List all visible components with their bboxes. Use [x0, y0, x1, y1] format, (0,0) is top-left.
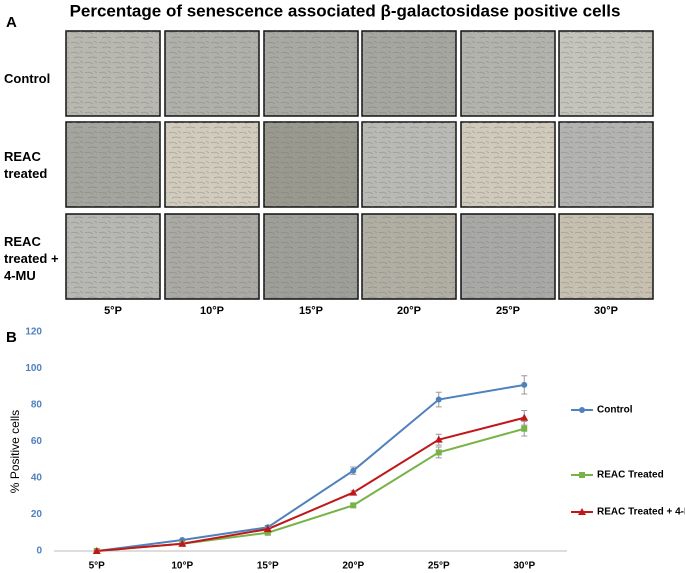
column-label: 15°P: [299, 305, 323, 317]
micrograph-texture: [264, 122, 358, 207]
point: [521, 381, 528, 388]
point: [435, 396, 442, 403]
micrograph-texture: [461, 214, 555, 299]
y-tick-label: 60: [31, 436, 43, 447]
image-grid: 5°P 10°P 15°P 20°P 25°P 30°P: [65, 30, 654, 317]
column-label: 30°P: [594, 305, 618, 317]
x-tick-label: 10°P: [171, 561, 193, 572]
micrograph-texture: [362, 214, 456, 299]
row-label: Control: [4, 71, 51, 86]
y-tick-label: 0: [36, 546, 42, 557]
micrograph-texture: [66, 31, 160, 116]
micrograph-texture: [264, 214, 358, 299]
point: [92, 547, 101, 554]
legend-marker: [579, 472, 585, 478]
y-tick-label: 120: [25, 327, 42, 338]
column-label: 25°P: [496, 305, 520, 317]
micrograph-texture: [165, 31, 259, 116]
legend-label: REAC Treated: [597, 470, 664, 481]
point: [521, 425, 528, 432]
micrograph-texture: [165, 214, 259, 299]
y-tick-label: 100: [25, 363, 42, 374]
x-tick-label: 20°P: [342, 561, 364, 572]
micrograph-texture: [461, 31, 555, 116]
point: [434, 435, 443, 443]
legend-marker: [579, 407, 585, 413]
line-chart: % Positive cells 0 20 40 60 80 100 120 5°P 10°P 15…: [8, 327, 685, 572]
column-label: 20°P: [397, 305, 421, 317]
point: [350, 502, 357, 509]
column-label: 5°P: [104, 305, 122, 317]
micrograph-texture: [264, 31, 358, 116]
micrograph-texture: [165, 122, 259, 207]
point: [178, 539, 187, 547]
micrograph-texture: [362, 122, 456, 207]
point: [349, 488, 358, 496]
column-label: 10°P: [200, 305, 224, 317]
micrograph-texture: [66, 122, 160, 207]
point: [264, 529, 271, 536]
series-line: [96, 383, 525, 552]
x-tick-label: 5°P: [89, 561, 106, 572]
micrograph-texture: [66, 214, 160, 299]
point: [435, 449, 442, 456]
micrograph-texture: [559, 31, 653, 116]
panel-label: A: [6, 14, 17, 31]
point: [520, 413, 529, 421]
legend-label: REAC Treated + 4-MU: [597, 507, 685, 518]
micrograph-texture: [461, 122, 555, 207]
row-label: REAC treated: [4, 149, 48, 181]
series-line: [96, 416, 525, 552]
x-tick-label: 25°P: [428, 561, 450, 572]
series-line: [96, 427, 525, 552]
micrograph-texture: [559, 214, 653, 299]
y-tick-label: 80: [31, 400, 43, 411]
row-label: REAC treated + 4-MU: [4, 234, 59, 283]
point: [263, 525, 272, 533]
micrograph-texture: [362, 31, 456, 116]
legend-marker: [578, 508, 586, 515]
x-tick-label: 15°P: [257, 561, 279, 572]
micrograph-texture: [559, 122, 653, 207]
figure-title: Percentage of senescence associated β-ga…: [70, 1, 621, 20]
y-tick-label: 40: [31, 473, 43, 484]
legend-label: Control: [597, 405, 633, 416]
panel-label: B: [6, 329, 17, 346]
point: [350, 467, 357, 474]
y-axis-label: % Positive cells: [8, 410, 22, 493]
x-tick-label: 30°P: [513, 561, 535, 572]
y-tick-label: 20: [31, 509, 43, 520]
